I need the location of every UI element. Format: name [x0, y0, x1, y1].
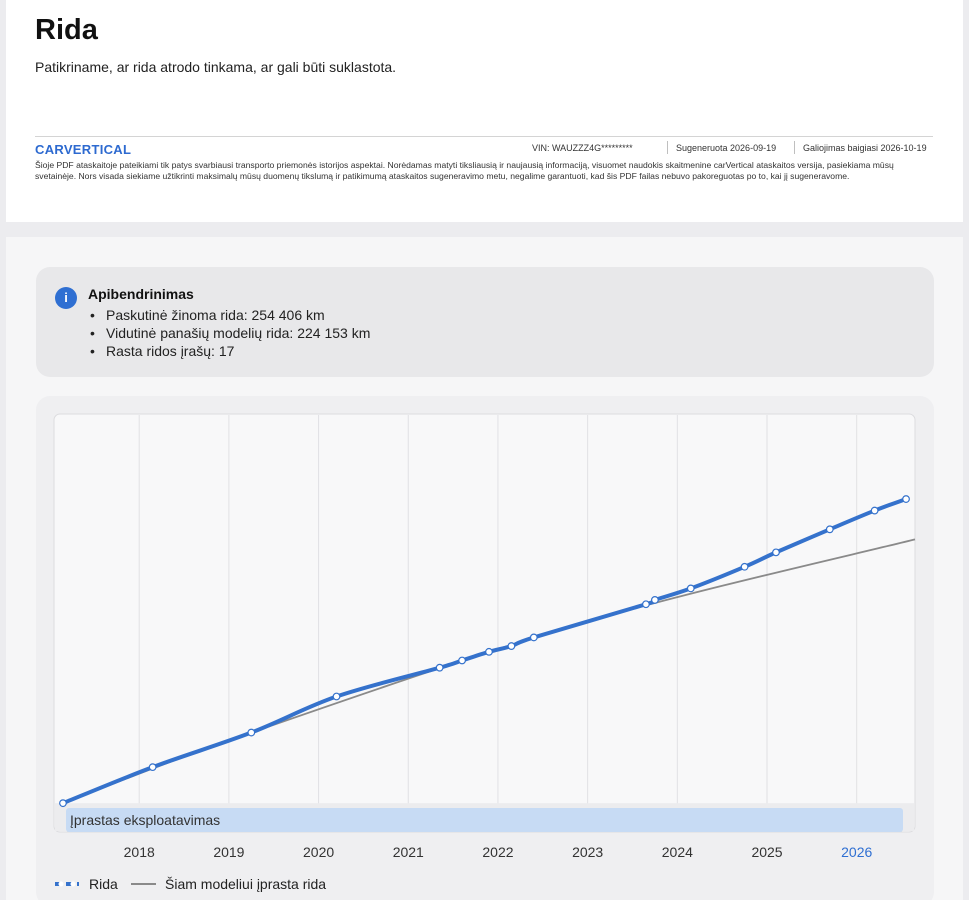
x-tick-2021: 2021 [393, 844, 424, 860]
header-divider [35, 136, 933, 137]
x-tick-2026: 2026 [841, 844, 872, 860]
disclaimer-text: Šioje PDF ataskaitoje pateikiami tik pat… [35, 160, 894, 181]
rida-point-17[interactable] [902, 495, 910, 503]
x-tick-2024: 2024 [662, 844, 693, 860]
meta-divider [667, 141, 668, 154]
plot-area [53, 413, 916, 833]
x-tick-2018: 2018 [124, 844, 155, 860]
x-tick-2025: 2025 [751, 844, 782, 860]
rida-point-8[interactable] [507, 642, 516, 650]
rida-point-7[interactable] [485, 647, 493, 656]
summary-title: Apibendrinimas [88, 286, 194, 302]
rida-point-4[interactable] [332, 692, 341, 701]
legend: Rida Šiam modeliui įprasta rida [55, 876, 326, 892]
expiry-date: Galiojimas baigiasi 2026-10-19 [803, 143, 927, 153]
rida-point-10[interactable] [642, 600, 650, 609]
rida-point-13[interactable] [740, 562, 749, 571]
summary-item-records-count: Rasta ridos įrašų: 17 [90, 342, 370, 360]
report-header-card [6, 0, 963, 222]
rida-point-16[interactable] [870, 506, 879, 515]
generated-date: Sugeneruota 2026-09-19 [676, 143, 777, 153]
summary-list: Paskutinė žinoma rida: 254 406 km Viduti… [90, 306, 370, 360]
normal-usage-label-bg [66, 808, 903, 832]
rida-point-1[interactable] [59, 799, 67, 808]
x-tick-2022: 2022 [482, 844, 513, 860]
summary-item-average-mileage: Vidutinė panašių modelių rida: 224 153 k… [90, 324, 370, 342]
rida-point-5[interactable] [435, 663, 444, 672]
rida-point-15[interactable] [825, 525, 834, 534]
rida-point-6[interactable] [458, 656, 466, 665]
legend-rida-label: Rida [89, 876, 118, 892]
page-subtitle: Patikriname, ar rida atrodo tinkama, ar … [35, 59, 397, 75]
rida-point-14[interactable] [772, 548, 780, 557]
info-icon: i [55, 287, 77, 309]
carvertical-logo: CARVERTICAL [35, 142, 132, 157]
rida-point-11[interactable] [651, 596, 659, 604]
vin-text: VIN: WAUZZZ4G********* [532, 143, 633, 153]
summary-item-last-mileage: Paskutinė žinoma rida: 254 406 km [90, 306, 370, 324]
legend-expected-label: Šiam modeliui įprasta rida [165, 876, 326, 892]
rida-point-3[interactable] [247, 728, 256, 737]
x-tick-2020: 2020 [303, 844, 334, 860]
rida-point-12[interactable] [686, 584, 695, 593]
rida-point-9[interactable] [529, 633, 538, 642]
x-tick-2019: 2019 [213, 844, 244, 860]
grid-lines [138, 415, 858, 831]
rida-point-2[interactable] [148, 763, 157, 772]
page-title: Rida [35, 14, 98, 46]
x-tick-2023: 2023 [572, 844, 603, 860]
normal-usage-label: Įprastas eksploatavimas [70, 812, 220, 828]
meta-divider [794, 141, 795, 154]
